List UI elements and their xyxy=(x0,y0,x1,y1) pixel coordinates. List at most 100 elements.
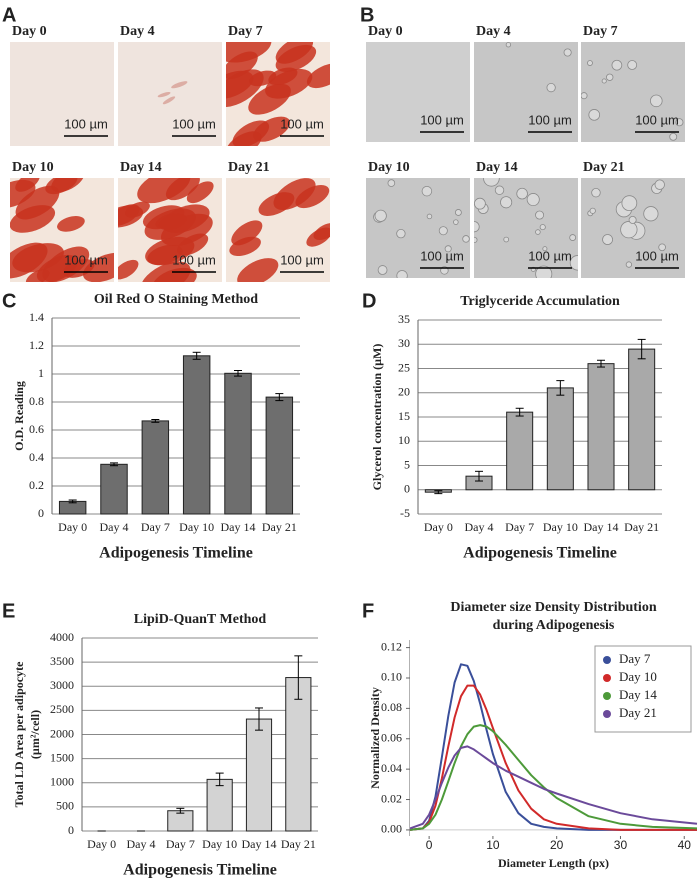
droplet xyxy=(454,209,462,216)
cell xyxy=(57,216,85,232)
x-tick-label: 30 xyxy=(614,838,628,852)
density-curve xyxy=(409,663,697,831)
image-label: Day 10 xyxy=(368,160,410,175)
droplet xyxy=(535,265,553,278)
droplet xyxy=(426,213,433,220)
droplet xyxy=(625,261,633,268)
bar xyxy=(285,677,312,832)
cell xyxy=(42,246,90,282)
scale-label: 100 µm xyxy=(64,252,108,267)
droplet xyxy=(500,196,513,209)
droplet xyxy=(438,226,448,236)
error-bar xyxy=(556,380,565,396)
y-axis-label: Total LD Area per adipocyte xyxy=(12,661,26,807)
cell xyxy=(306,227,330,247)
image-bg xyxy=(474,42,578,142)
density-curve xyxy=(409,724,698,831)
droplet xyxy=(483,178,500,187)
x-tick-label: Day 10 xyxy=(202,837,237,851)
y-tick-label: 5 xyxy=(404,457,410,471)
x-tick-label: Day 14 xyxy=(221,520,256,534)
bar xyxy=(100,463,128,515)
image-label: Day 7 xyxy=(583,24,618,39)
droplet xyxy=(658,243,666,252)
droplet xyxy=(606,73,614,81)
y-tick-label: 0 xyxy=(404,482,410,496)
image-bg xyxy=(366,42,470,142)
micrograph xyxy=(581,178,685,278)
cell xyxy=(157,92,171,98)
x-tick-label: Day 7 xyxy=(141,520,170,534)
bar xyxy=(206,778,233,832)
x-tick-label: Day 14 xyxy=(584,520,619,534)
scale-label: 100 µm xyxy=(528,112,572,127)
cell xyxy=(226,42,272,63)
bar xyxy=(245,718,273,832)
droplet xyxy=(546,83,556,93)
x-tick-label: Day 4 xyxy=(465,520,494,534)
y-tick-label: 1000 xyxy=(50,775,74,789)
bar xyxy=(141,420,170,515)
x-tick-label: Day 7 xyxy=(166,837,195,851)
x-tick-label: Day 0 xyxy=(58,520,87,534)
droplet xyxy=(628,215,637,224)
droplet xyxy=(516,187,528,200)
image-label: Day 4 xyxy=(476,24,511,39)
cell xyxy=(137,178,191,204)
x-tick-label: Day 4 xyxy=(100,520,129,534)
legend-label: Day 14 xyxy=(619,687,657,702)
bar xyxy=(265,396,294,515)
droplet xyxy=(569,234,577,241)
droplet xyxy=(591,188,601,198)
y-tick-label: 4000 xyxy=(50,630,74,644)
cell xyxy=(265,68,313,99)
cell xyxy=(152,267,197,282)
cell xyxy=(186,181,214,204)
y-tick-label: 30 xyxy=(398,336,410,350)
error-bar xyxy=(68,499,77,504)
droplet xyxy=(474,236,478,244)
droplet xyxy=(374,209,387,222)
x-tick-label: 0 xyxy=(426,838,433,852)
y-tick-label: 2000 xyxy=(50,726,74,740)
droplet xyxy=(503,236,510,243)
error-bar xyxy=(176,807,185,814)
droplet xyxy=(569,255,578,271)
panel-letter: F xyxy=(362,600,374,622)
image-label: Day 4 xyxy=(120,24,155,39)
legend-marker xyxy=(603,692,611,700)
droplet xyxy=(581,92,588,100)
image-bg xyxy=(118,42,222,146)
droplet xyxy=(643,206,659,222)
image-bg xyxy=(10,42,114,146)
scale-label: 100 µm xyxy=(64,116,108,131)
legend-box xyxy=(594,645,692,733)
droplet xyxy=(535,229,541,235)
droplet xyxy=(453,219,459,225)
cell xyxy=(231,220,263,246)
micrograph xyxy=(10,42,114,146)
panel-letter: D xyxy=(362,290,376,312)
error-bar xyxy=(255,707,263,731)
image-label: Day 0 xyxy=(12,24,47,39)
y-axis-label: Normalized Density xyxy=(368,687,382,789)
image-label: Day 10 xyxy=(12,160,54,175)
cell xyxy=(171,81,188,89)
x-tick-label: Day 21 xyxy=(262,520,297,534)
cell xyxy=(45,178,78,195)
droplet xyxy=(620,221,638,239)
x-tick-label: Day 4 xyxy=(127,837,156,851)
droplet xyxy=(526,193,540,207)
droplet xyxy=(589,207,596,214)
bar xyxy=(546,387,574,491)
y-tick-label: 35 xyxy=(398,312,410,326)
cell xyxy=(15,178,40,192)
y-tick-label: 1 xyxy=(38,366,44,380)
image-label: Day 7 xyxy=(228,24,263,39)
x-tick-label: Day 21 xyxy=(281,837,316,851)
droplet xyxy=(505,42,512,48)
droplet xyxy=(421,185,433,197)
legend-marker xyxy=(603,710,611,718)
y-tick-label: 0 xyxy=(38,506,44,520)
image-label: Day 21 xyxy=(583,160,625,175)
